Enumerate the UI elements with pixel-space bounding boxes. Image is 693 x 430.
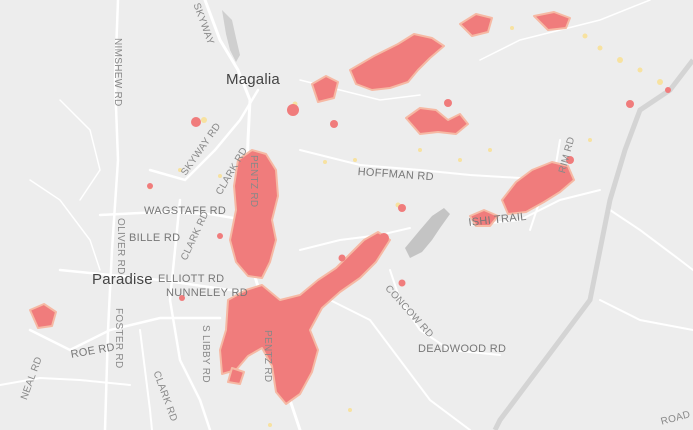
road-label-oliver: OLIVER RD	[115, 218, 126, 275]
road-label-foster: FOSTER RD	[113, 308, 124, 369]
burn-area-pentz-strip	[229, 149, 279, 279]
road-label-elliott: ELLIOTT RD	[158, 273, 225, 285]
city-label-paradise: Paradise	[92, 271, 153, 288]
burn-area-northeast	[459, 13, 493, 37]
road-label-wagstaff: WAGSTAFF RD	[144, 205, 227, 217]
burn-area-west	[29, 303, 57, 329]
burn-area-ishi	[469, 209, 499, 227]
burn-area-creek	[227, 367, 245, 385]
burn-area-north-ridge	[349, 33, 445, 91]
burn-areas	[29, 11, 575, 405]
lake	[405, 208, 450, 258]
burn-area-east-knob	[405, 107, 469, 135]
road-label-nunneley: NUNNELEY RD	[166, 287, 248, 299]
small-burn-spots	[147, 87, 671, 301]
road-label-deadwood: DEADWOOD RD	[418, 343, 507, 355]
burn-area-top-right	[533, 11, 571, 31]
city-label-magalia: Magalia	[226, 71, 280, 88]
road-label-libby: S LIBBY RD	[200, 325, 211, 383]
burn-area-east-ridge	[501, 161, 575, 215]
burn-area-north-patch	[311, 75, 339, 103]
reservoir	[222, 10, 240, 62]
road-label-pentz-north: PENTZ RD	[248, 155, 259, 208]
river-canyon	[492, 58, 693, 430]
road-label-bille: BILLE RD	[129, 232, 181, 244]
burn-area-southcentral	[219, 231, 391, 405]
road-label-pentz-south: PENTZ RD	[262, 330, 273, 383]
road-label-nimshew: NIMSHEW RD	[112, 38, 123, 107]
